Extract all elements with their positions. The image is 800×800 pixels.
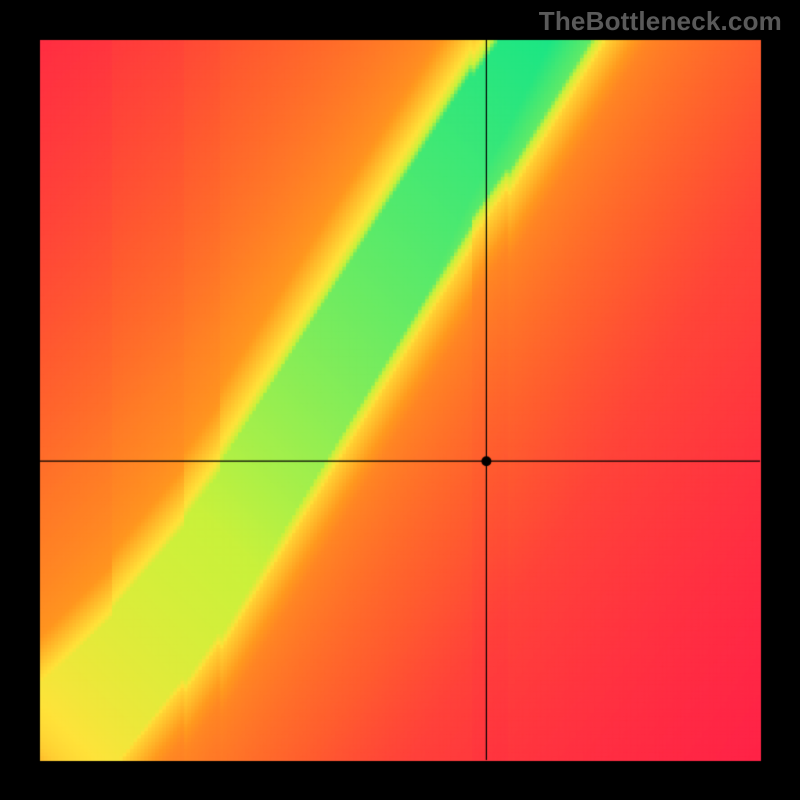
watermark-text: TheBottleneck.com bbox=[539, 6, 782, 37]
bottleneck-heatmap bbox=[0, 0, 800, 800]
chart-container: { "watermark": { "text": "TheBottleneck.… bbox=[0, 0, 800, 800]
